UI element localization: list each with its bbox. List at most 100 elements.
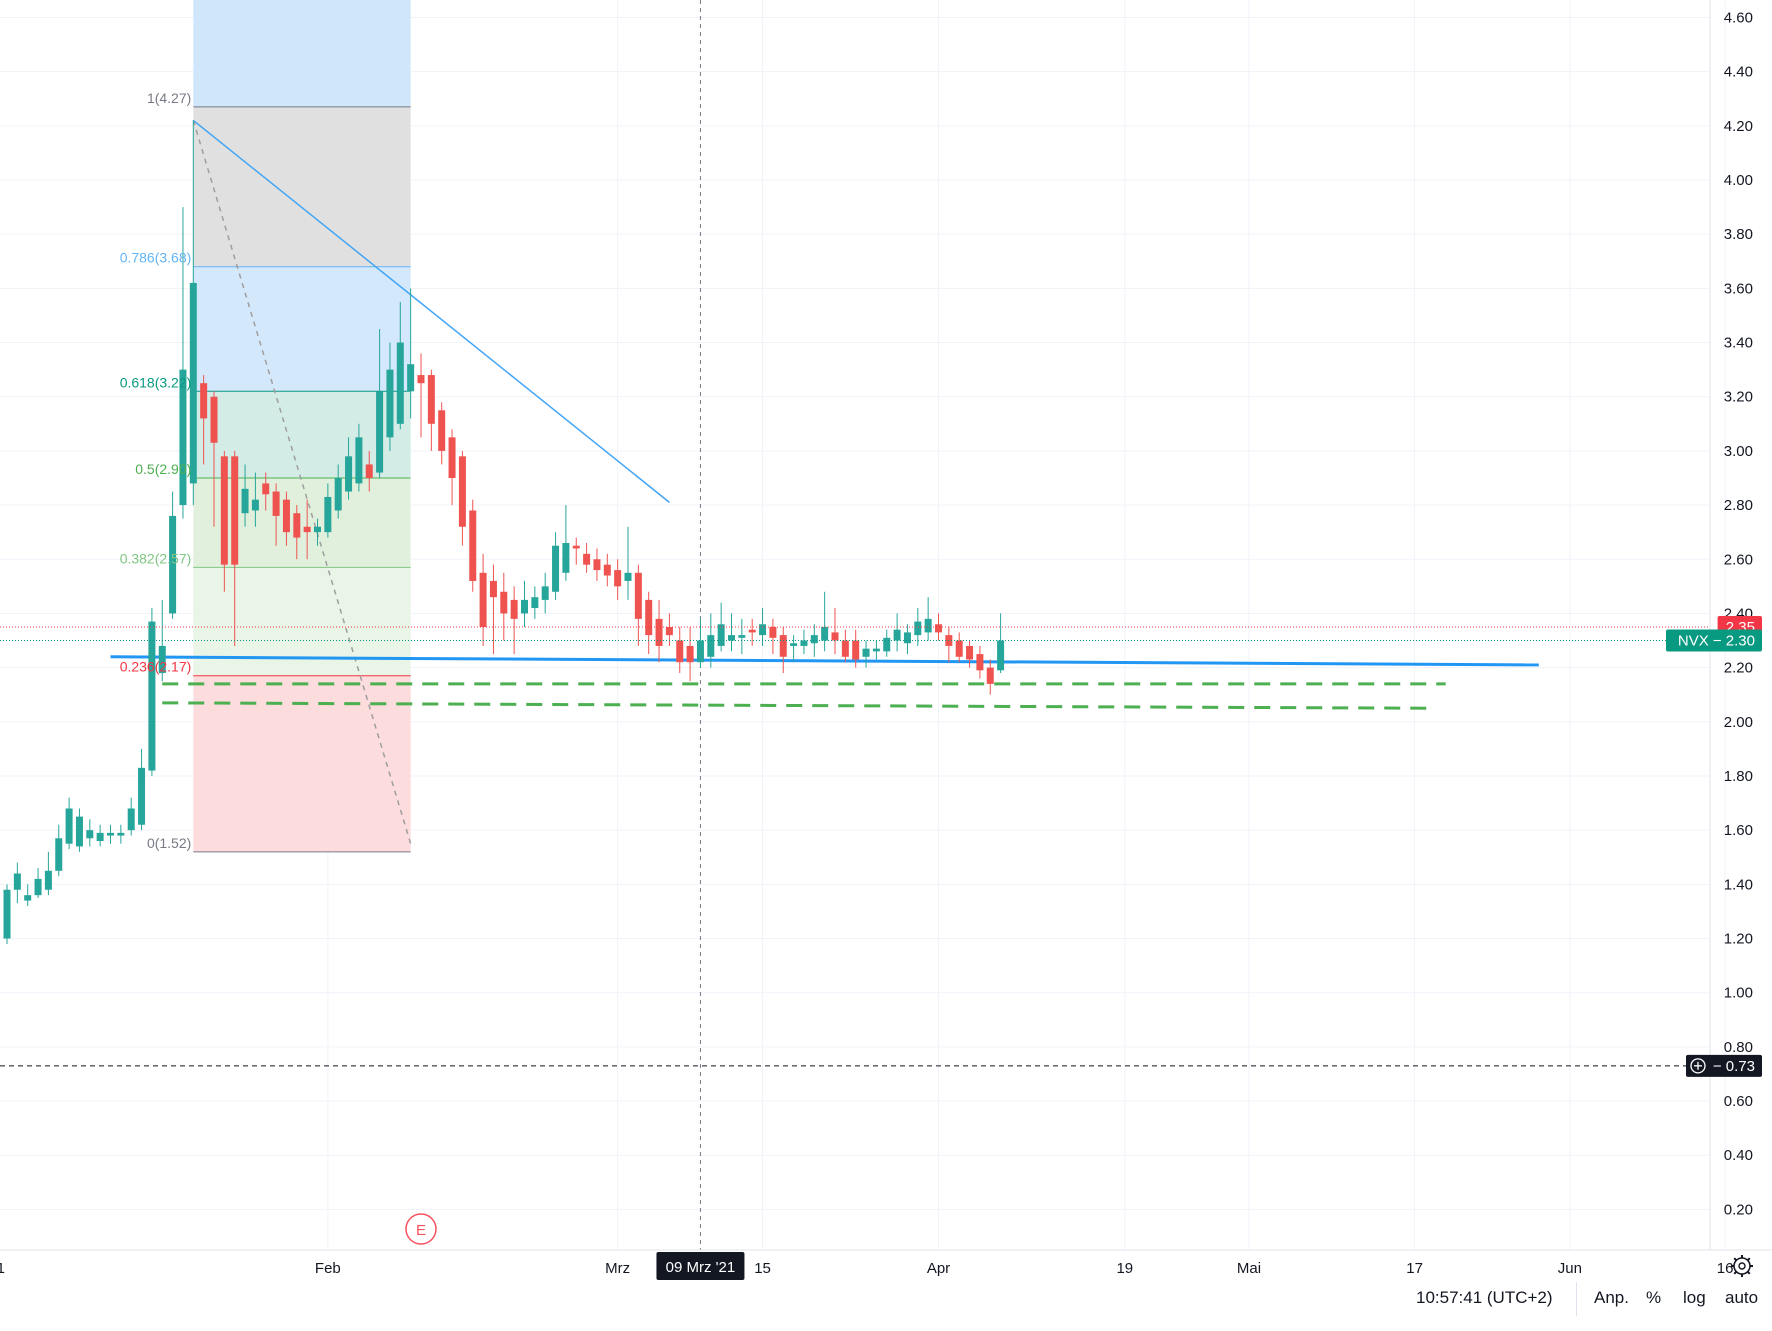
candle-body: [924, 618, 932, 633]
candle-body: [407, 364, 415, 392]
log-toggle[interactable]: log: [1683, 1288, 1706, 1307]
candle-body: [562, 543, 570, 573]
price-tick-label: 2.60: [1724, 551, 1753, 568]
candle-body: [531, 597, 539, 609]
candle-body: [986, 667, 994, 684]
candle-body: [790, 643, 798, 646]
price-label-text: − 0.73: [1713, 1058, 1755, 1075]
candle-body: [13, 873, 21, 890]
crosshair-date-label: 09 Mrz '21: [666, 1259, 736, 1276]
fibonacci-labels: 1(4.27) 0.786(3.68) 0.618(3.22) 0.5(2.90) 0.…: [120, 90, 192, 851]
fib-level-label: 0.618(3.22): [120, 374, 192, 390]
candle-body: [169, 515, 177, 614]
candle-body: [34, 878, 42, 896]
candle-body: [841, 640, 849, 657]
candle-body: [903, 632, 911, 644]
fib-level-label: 1(4.27): [147, 90, 191, 106]
candle-body: [593, 559, 601, 571]
clock-readout: 10:57:41 (UTC+2): [1416, 1288, 1553, 1307]
candle-body: [614, 570, 622, 587]
candle-body: [24, 895, 32, 901]
candle-body: [158, 645, 166, 674]
candle-body: [696, 640, 704, 663]
time-axis[interactable]: 21FebMrz15Apr19Mai17Jun16Jul19Aug1609 Mr…: [0, 1249, 1772, 1280]
earnings-marker-label: E: [416, 1222, 426, 1239]
time-tick-label: 15: [754, 1260, 771, 1277]
auto-toggle[interactable]: auto: [1725, 1288, 1759, 1307]
time-tick-label: Feb: [315, 1260, 341, 1277]
candle-body: [55, 838, 63, 871]
candle-body: [75, 816, 83, 847]
candle-body: [303, 526, 311, 533]
candle-body: [676, 640, 684, 663]
candle-body: [148, 621, 156, 771]
earnings-marker: [405, 1213, 437, 1245]
price-tick-label: 3.40: [1724, 335, 1753, 352]
candle-body: [997, 640, 1005, 671]
candle-body: [438, 410, 446, 451]
gear-icon-tooth: [1746, 1270, 1751, 1275]
candle-body: [479, 572, 487, 627]
price-tick-label: 1.20: [1724, 931, 1753, 948]
price-label-badge: [1686, 1054, 1762, 1077]
time-tick-label: 19: [1116, 1260, 1133, 1277]
candle-body: [231, 456, 239, 565]
time-tick-label: Mai: [1237, 1260, 1261, 1277]
candle-body: [521, 599, 528, 614]
plus-icon: [1690, 1058, 1706, 1074]
price-tick-label: 1.00: [1724, 985, 1753, 1002]
price-axis[interactable]: 4.60 4.40 4.20 4.00 3.80 3.60 3.40 3.20 3.00 2.80…: [1666, 0, 1762, 1250]
candle-body: [624, 572, 632, 581]
time-tick-label: 16: [1717, 1260, 1734, 1277]
candle-body: [966, 645, 974, 660]
candle-body: [738, 635, 746, 638]
candle-body: [241, 488, 249, 514]
candle-body: [44, 870, 52, 890]
candle-body: [179, 369, 187, 506]
price-label-text: NVX − 2.30: [1678, 633, 1755, 650]
price-tick-label: 0.80: [1724, 1039, 1753, 1056]
price-tick-label: 2.80: [1724, 497, 1753, 514]
candle-body: [862, 648, 870, 657]
candle-body: [200, 383, 208, 419]
candle-body: [976, 654, 984, 671]
adjust-toggle[interactable]: Anp.: [1594, 1288, 1629, 1307]
price-tick-label: 1.80: [1724, 768, 1753, 785]
candle-body: [779, 635, 787, 657]
candle-body: [883, 637, 891, 652]
price-tick-label: 1.40: [1724, 876, 1753, 893]
candle-body: [251, 499, 259, 511]
candle-body: [800, 640, 808, 646]
candle-body: [935, 624, 942, 633]
gear-icon-tooth: [1746, 1257, 1751, 1262]
price-tick-label: 0.20: [1724, 1201, 1753, 1218]
candle-body: [262, 483, 270, 495]
candle-body: [345, 456, 353, 492]
percent-toggle[interactable]: %: [1646, 1288, 1662, 1307]
candle-body: [210, 396, 218, 443]
candle-body: [665, 626, 673, 636]
candle-body: [282, 499, 290, 533]
fib-level-label: 0.236(2.17): [120, 659, 192, 675]
candle-body: [728, 635, 735, 641]
candle-body: [96, 832, 104, 841]
time-tick-label: Mrz: [605, 1260, 630, 1277]
candle-body: [914, 621, 922, 636]
candle-body: [3, 889, 11, 939]
candle-body: [769, 626, 777, 638]
candle-body: [810, 635, 818, 644]
time-tick-label: 17: [1406, 1260, 1423, 1277]
crosshair-date-badge: [656, 1252, 745, 1280]
price-tick-label: 1.60: [1724, 822, 1753, 839]
candle-body: [272, 491, 280, 516]
time-tick-label: Apr: [927, 1260, 950, 1277]
fib-level-label: 0.786(3.68): [120, 250, 192, 266]
candle-body: [334, 477, 342, 511]
candle-body: [603, 564, 611, 576]
candle-body: [376, 391, 384, 473]
candle-body: [127, 808, 135, 831]
gear-icon[interactable]: [1731, 1255, 1753, 1277]
candle-body: [448, 437, 456, 478]
fib-zone: [193, 477, 411, 568]
